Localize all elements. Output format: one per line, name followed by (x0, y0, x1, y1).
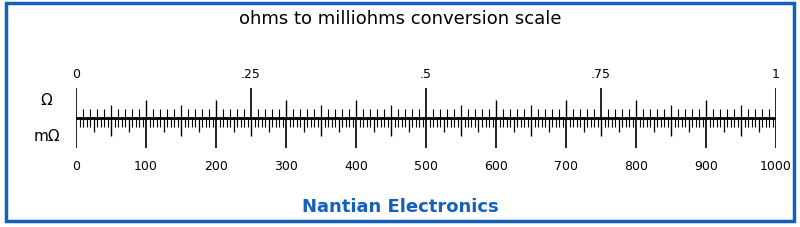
Text: 600: 600 (484, 160, 508, 173)
Text: .5: .5 (420, 68, 432, 81)
Text: 500: 500 (414, 160, 438, 173)
Text: 0: 0 (72, 160, 80, 173)
Text: 300: 300 (274, 160, 298, 173)
Text: .75: .75 (591, 68, 611, 81)
Text: 200: 200 (204, 160, 228, 173)
Text: 100: 100 (134, 160, 158, 173)
Text: 800: 800 (624, 160, 648, 173)
Text: .25: .25 (241, 68, 261, 81)
Text: 400: 400 (344, 160, 368, 173)
Text: 700: 700 (554, 160, 578, 173)
Text: 1000: 1000 (760, 160, 792, 173)
Text: Ω: Ω (41, 93, 53, 108)
Text: 1: 1 (772, 68, 780, 81)
Text: 0: 0 (72, 68, 80, 81)
Text: mΩ: mΩ (34, 128, 60, 143)
Text: ohms to milliohms conversion scale: ohms to milliohms conversion scale (238, 10, 562, 28)
Text: 900: 900 (694, 160, 718, 173)
Text: Nantian Electronics: Nantian Electronics (302, 198, 498, 216)
